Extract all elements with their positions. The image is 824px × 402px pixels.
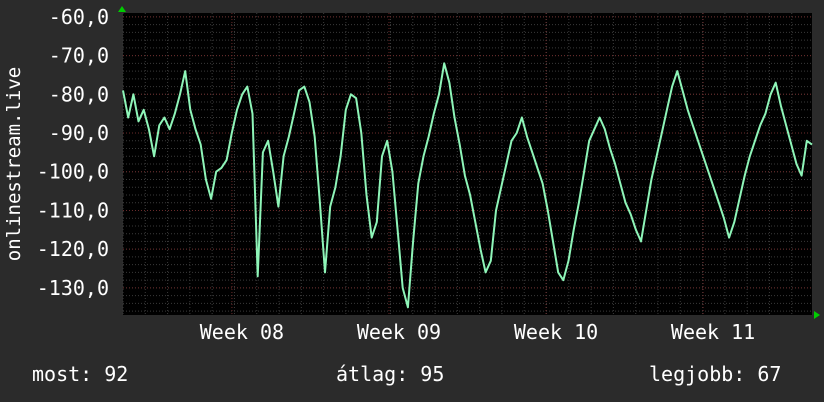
y-axis-ticks: -60,0 -70,0 -80,0 -90,0 -100,0 -110,0 -120,0 -1… <box>37 5 109 300</box>
y-tick-label: -90,0 <box>49 121 109 145</box>
x-tick-label: Week 09 <box>357 320 441 344</box>
y-tick-label: -110,0 <box>37 198 109 222</box>
y-tick-label: -130,0 <box>37 276 109 300</box>
x-tick-label: Week 10 <box>514 320 598 344</box>
best-value: legjobb: 67 <box>649 362 782 386</box>
current-value: most: 92 <box>32 362 129 386</box>
grid <box>122 13 812 315</box>
series-line <box>122 62 813 309</box>
y-tick-label: -120,0 <box>37 237 109 261</box>
y-tick-label: -70,0 <box>49 44 109 68</box>
y-axis-label: onlinestream.live <box>3 67 25 261</box>
y-tick-label: -100,0 <box>37 160 109 184</box>
x-tick-label: Week 08 <box>200 320 284 344</box>
x-axis-arrow-icon <box>814 311 820 319</box>
x-axis-ticks: Week 08 Week 09 Week 10 Week 11 <box>200 320 755 344</box>
y-axis-arrow-icon <box>118 6 126 12</box>
y-tick-label: -80,0 <box>49 82 109 106</box>
average-value: átlag: 95 <box>336 362 445 386</box>
x-tick-label: Week 11 <box>671 320 755 344</box>
y-tick-label: -60,0 <box>49 5 109 29</box>
